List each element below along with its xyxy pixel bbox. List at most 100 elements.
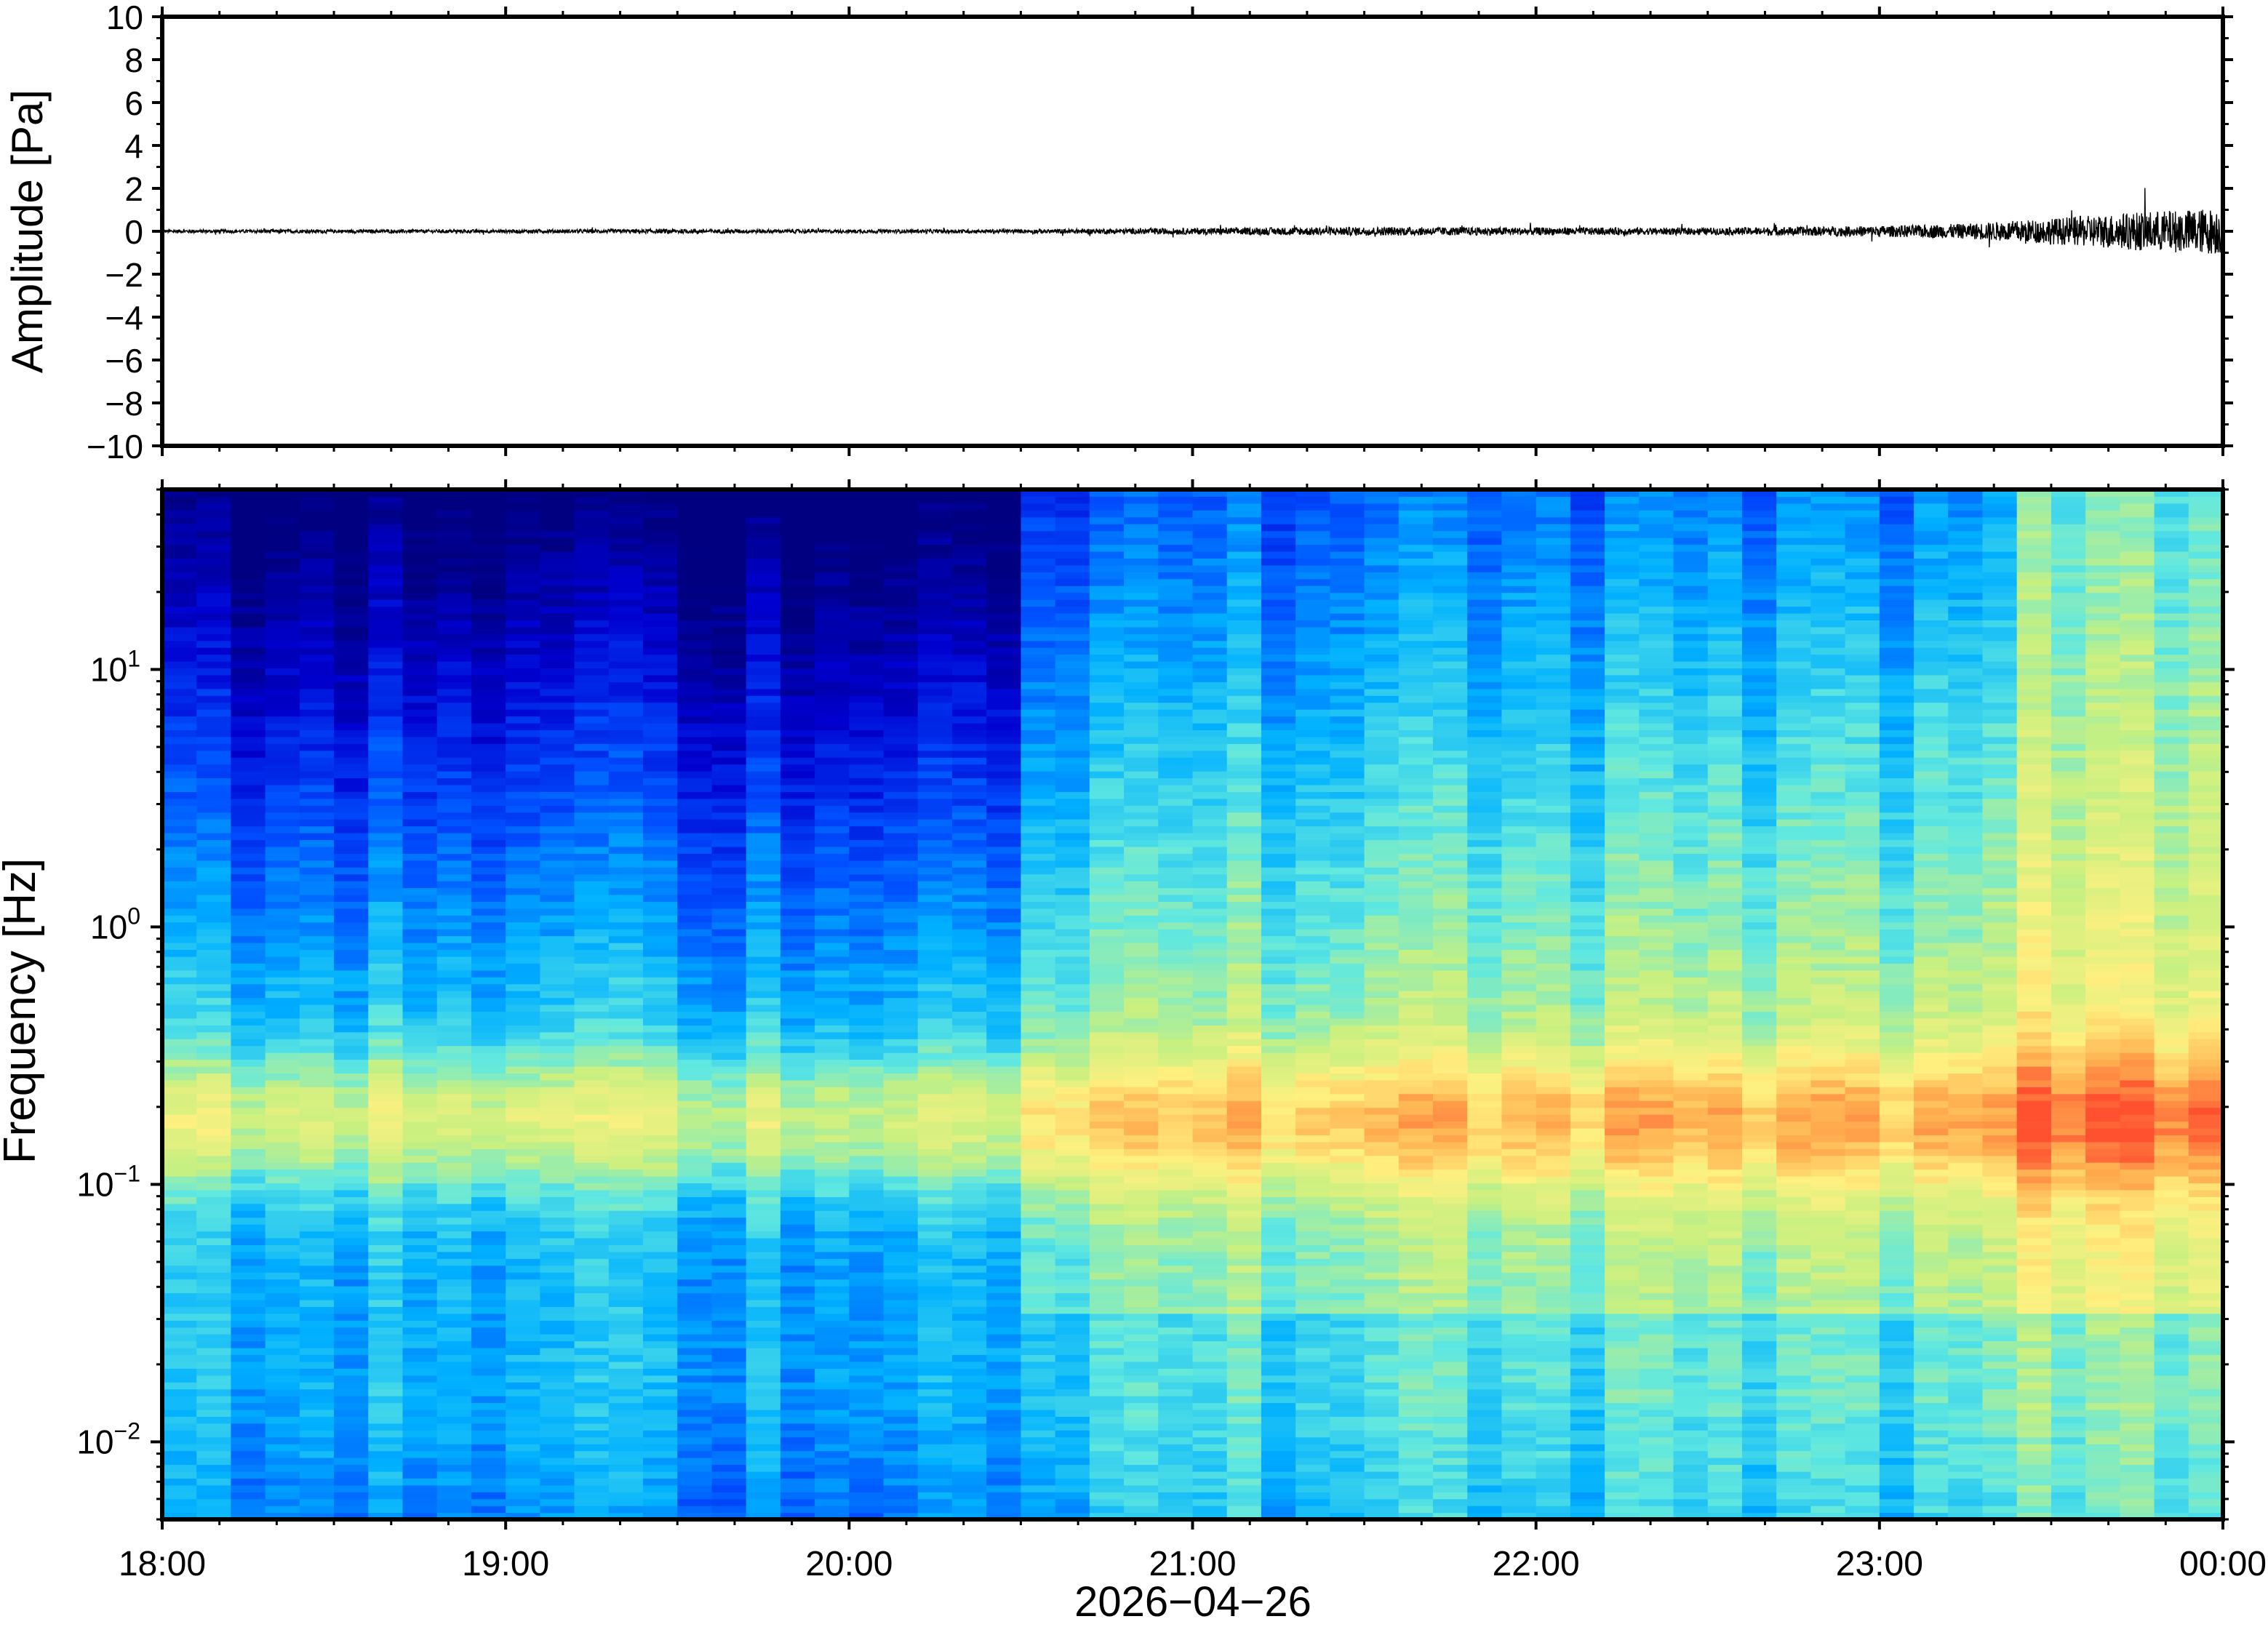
spectrogram-cell	[1090, 1334, 1125, 1341]
spectrogram-cell	[471, 1403, 506, 1410]
spectrogram-cell	[884, 661, 919, 668]
spectrogram-cell	[300, 613, 335, 620]
spectrogram-cell	[368, 1032, 403, 1039]
spectrogram-cell	[334, 737, 369, 744]
spectrogram-cell	[1021, 1444, 1055, 1451]
spectrogram-cell	[540, 613, 575, 620]
spectrogram-cell	[849, 1258, 884, 1266]
spectrogram-cell	[986, 1128, 1021, 1135]
spectrogram-cell	[815, 949, 850, 956]
spectrogram-cell	[643, 963, 678, 970]
spectrogram-cell	[643, 1258, 678, 1266]
spectrogram-cell	[437, 1464, 472, 1471]
spectrogram-cell	[265, 572, 300, 579]
spectrogram-cell	[540, 1382, 575, 1389]
spectrogram-cell	[849, 1410, 884, 1417]
spectrogram-cell	[677, 1286, 712, 1293]
spectrogram-cell	[334, 1108, 369, 1115]
spectrogram-cell	[403, 1238, 438, 1245]
spectrogram-cell	[437, 1354, 472, 1362]
spectrogram-cell	[780, 1196, 815, 1204]
spectrogram-cell	[265, 496, 300, 503]
spectrogram-cell	[1227, 1314, 1262, 1321]
spectrogram-cell	[265, 1499, 300, 1506]
spectrogram-cell	[1055, 1306, 1090, 1314]
spectrogram-cell	[815, 1362, 850, 1369]
spectrogram-cell	[506, 510, 540, 517]
spectrogram-cell	[403, 1080, 438, 1087]
spectrogram-cell	[780, 1025, 815, 1032]
spectrogram-cell	[918, 1300, 953, 1307]
spectrogram-cell	[1193, 1272, 1228, 1279]
spectrogram-cell	[1124, 853, 1159, 860]
spectrogram-cell	[884, 1094, 919, 1101]
spectrogram-cell	[265, 703, 300, 710]
spectrogram-cell	[884, 1121, 919, 1128]
spectrogram-cell	[952, 929, 987, 936]
spectrogram-cell	[1124, 572, 1159, 579]
spectrogram-cell	[780, 558, 815, 565]
spectrogram-cell	[711, 1362, 746, 1369]
spectrogram-cell	[231, 785, 265, 792]
spectrogram-cell	[231, 1272, 265, 1279]
spectrogram-cell	[162, 1437, 197, 1444]
spectrogram-cell	[368, 655, 403, 662]
spectrogram-cell	[300, 1142, 335, 1149]
spectrogram-cell	[1193, 716, 1228, 724]
spectrogram-cell	[437, 1176, 472, 1183]
spectrogram-cell	[986, 1437, 1021, 1444]
spectrogram-cell	[334, 723, 369, 730]
spectrogram-cell	[265, 668, 300, 675]
spectrogram-cell	[334, 826, 369, 834]
spectrogram-cell	[437, 1100, 472, 1108]
spectrogram-cell	[300, 599, 335, 607]
spectrogram-cell	[1090, 503, 1125, 511]
spectrogram-cell	[711, 1327, 746, 1335]
spectrogram-cell	[368, 1052, 403, 1060]
spectrogram-cell	[815, 517, 850, 524]
spectrogram-cell	[677, 655, 712, 662]
spectrogram-cell	[986, 984, 1021, 991]
spectrogram-cell	[437, 510, 472, 517]
spectrogram-cell	[1158, 901, 1193, 908]
spectrogram-cell	[231, 1004, 265, 1012]
spectrogram-cell	[403, 1156, 438, 1163]
spectrogram-cell	[471, 695, 506, 703]
spectrogram-cell	[609, 977, 644, 984]
spectrogram-cell	[196, 1100, 231, 1108]
spectrogram-cell	[677, 915, 712, 922]
spectrogram-cell	[575, 1204, 610, 1211]
spectrogram-cell	[849, 771, 884, 778]
spectrogram-cell	[1261, 1314, 1296, 1321]
spectrogram-cell	[952, 908, 987, 916]
spectrogram-cell	[231, 888, 265, 895]
spectrogram-cell	[265, 1011, 300, 1018]
spectrogram-cell	[265, 545, 300, 552]
spectrogram-cell	[1021, 949, 1055, 956]
spectrogram-cell	[1227, 1218, 1262, 1225]
spectrogram-cell	[575, 888, 610, 895]
spectrogram-cell	[437, 641, 472, 648]
spectrogram-cell	[368, 737, 403, 744]
spectrogram-cell	[643, 1266, 678, 1273]
spectrogram-cell	[711, 1396, 746, 1403]
spectrogram-cell	[162, 647, 197, 655]
spectrogram-cell	[952, 805, 987, 812]
spectrogram-cell	[643, 1348, 678, 1355]
spectrogram-cell	[540, 1196, 575, 1204]
spectrogram-cell	[300, 1375, 335, 1383]
spectrogram-cell	[1261, 1279, 1296, 1287]
spectrogram-cell	[368, 1087, 403, 1094]
waveform-y-tick-label: 8	[124, 41, 143, 79]
spectrogram-cell	[746, 1025, 781, 1032]
spectrogram-cell	[780, 743, 815, 751]
spectrogram-cell	[575, 791, 610, 799]
spectrogram-cell	[711, 1437, 746, 1444]
spectrogram-cell	[1193, 1190, 1228, 1197]
spectrogram-cell	[540, 984, 575, 991]
spectrogram-cell	[300, 1499, 335, 1506]
spectrogram-cell	[986, 1499, 1021, 1506]
spectrogram-cell	[1055, 943, 1090, 950]
spectrogram-cell	[231, 716, 265, 724]
spectrogram-cell	[1090, 1506, 1125, 1513]
